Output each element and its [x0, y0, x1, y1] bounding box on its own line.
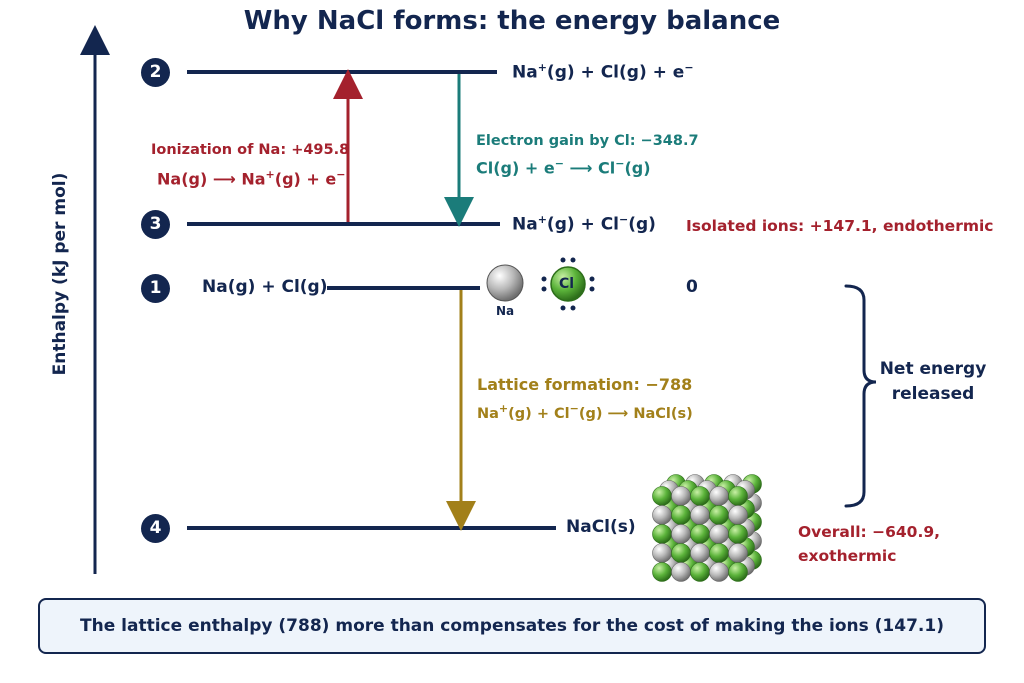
chloride-ion-ball [671, 505, 691, 525]
sodium-ion-ball [652, 543, 672, 563]
electron-gain-title: Electron gain by Cl: −348.7 [476, 133, 699, 149]
sodium-ion-ball [671, 524, 691, 544]
summary-box: The lattice enthalpy (788) more than com… [38, 598, 986, 654]
chloride-ion-ball [652, 524, 672, 544]
chloride-ion-ball [690, 562, 710, 582]
chloride-ion-ball [652, 486, 672, 506]
chloride-ion-ball [652, 562, 672, 582]
sodium-ion-ball [709, 486, 729, 506]
chloride-ion-ball [671, 543, 691, 563]
sodium-atom-label: Na [496, 304, 515, 318]
lattice-equation: Na+(g) + Cl−(g) ⟶ NaCl(s) [477, 402, 693, 422]
chloride-ion-ball [728, 486, 748, 506]
level-1-label: Na(g) + Cl(g) [202, 277, 328, 297]
chloride-ion-ball [728, 562, 748, 582]
ionization-title: Ionization of Na: +495.8 [151, 142, 350, 158]
overall-note: Overall: −640.9, exothermic [798, 523, 941, 565]
chloride-ion-ball [709, 543, 729, 563]
level-2-label: Na+(g) + Cl(g) + e− [512, 61, 694, 83]
electron-gain-equation: Cl(g) + e− ⟶ Cl−(g) [476, 157, 651, 178]
level-3-badge: 3 [141, 210, 170, 239]
level-2-badge: 2 [141, 58, 170, 87]
lattice-title: Lattice formation: −788 [477, 375, 693, 394]
sodium-atom-icon [486, 264, 524, 302]
sodium-ion-ball [671, 486, 691, 506]
sodium-ion-ball [690, 505, 710, 525]
chloride-ion-ball [709, 505, 729, 525]
level-1-badge: 1 [141, 274, 170, 303]
chlorine-atom-icon [541, 257, 595, 311]
level-4-label: NaCl(s) [566, 517, 636, 537]
nacl-crystal-icon [652, 474, 762, 582]
chloride-ion-ball [690, 486, 710, 506]
chloride-ion-ball [690, 524, 710, 544]
ionization-equation: Na(g) ⟶ Na+(g) + e− [157, 168, 346, 189]
sodium-ion-ball [652, 505, 672, 525]
level-3-label: Na+(g) + Cl−(g) [512, 213, 656, 235]
sodium-ion-ball [671, 562, 691, 582]
sodium-ion-ball [728, 505, 748, 525]
enthalpy-axis-label: Enthalpy (kJ per mol) [50, 172, 70, 376]
level-4-badge: 4 [141, 514, 170, 543]
sodium-ion-ball [728, 543, 748, 563]
page-title: Why NaCl forms: the energy balance [243, 6, 781, 36]
net-energy-label: Net energy released [879, 359, 987, 404]
curly-brace [844, 284, 877, 508]
sodium-ion-ball [709, 524, 729, 544]
chlorine-atom-label: Cl [559, 276, 575, 292]
sodium-ion-ball [690, 543, 710, 563]
chloride-ion-ball [728, 524, 748, 544]
sodium-ion-ball [709, 562, 729, 582]
level-1-value: 0 [686, 277, 698, 297]
summary-text: The lattice enthalpy (788) more than com… [80, 616, 944, 636]
isolated-ions-note: Isolated ions: +147.1, endothermic [686, 217, 994, 235]
